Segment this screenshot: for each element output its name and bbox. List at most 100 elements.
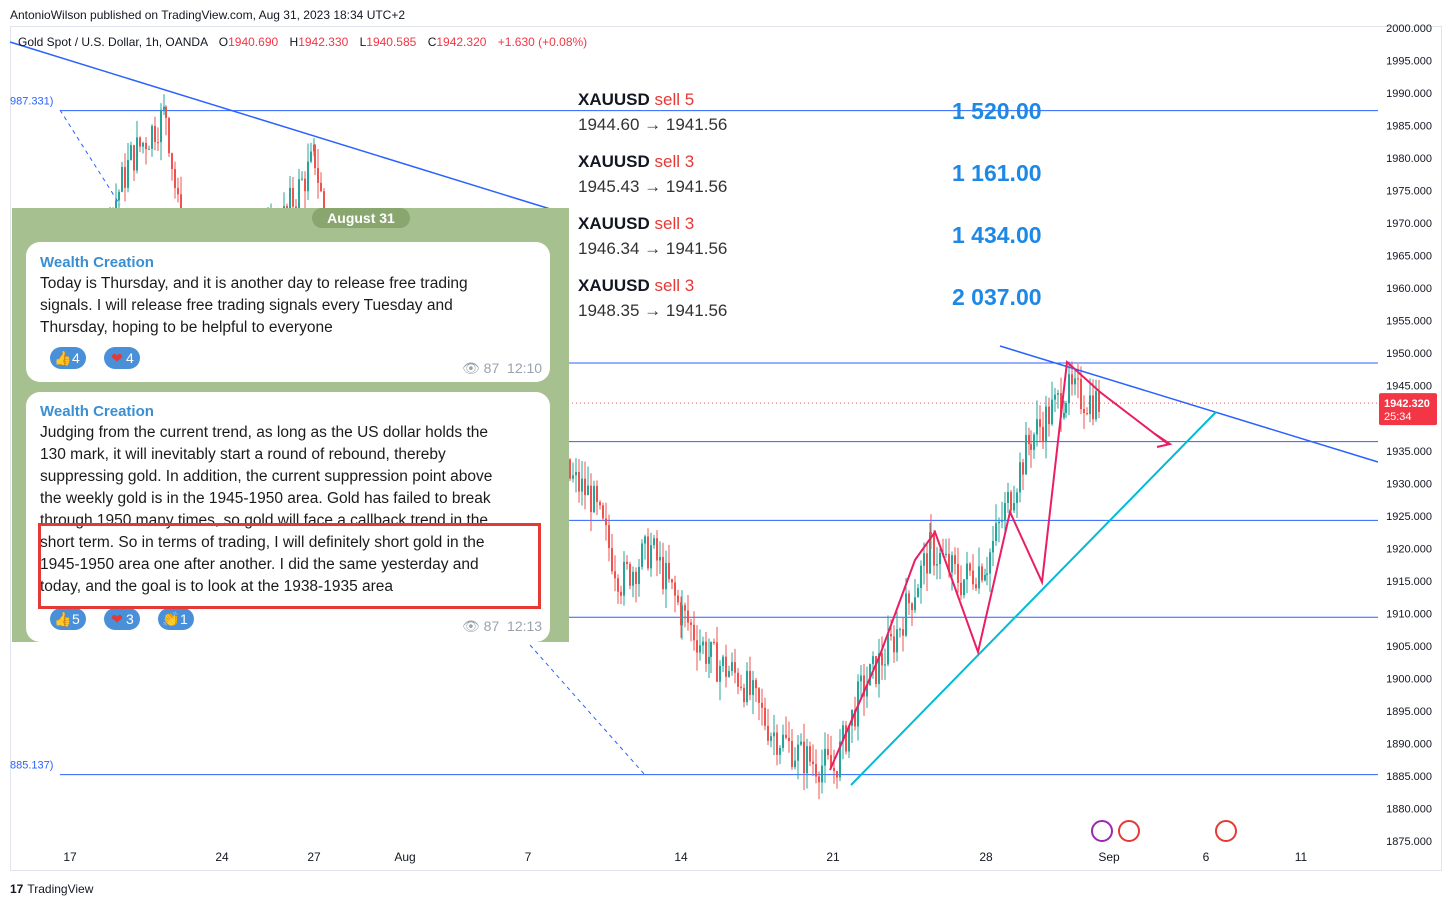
candle-body (788, 737, 790, 742)
us-flag-event-icon[interactable] (1215, 820, 1237, 842)
candle-body (728, 671, 730, 677)
candle-body (842, 725, 844, 742)
candle-body (699, 645, 701, 653)
candle-body (1007, 492, 1009, 503)
message-line: 130 mark, it will inevitably start a rou… (40, 446, 446, 463)
candle-body (936, 564, 938, 566)
candle-body (1025, 434, 1027, 475)
reaction-thumbs-up[interactable]: 👍5 (50, 608, 86, 630)
reaction-heart[interactable]: ❤ 3 (104, 608, 140, 630)
clap-icon: 👏 (162, 611, 180, 627)
candle-body (743, 687, 745, 703)
trade-profit: 2 037.00 (952, 284, 1042, 310)
trade-range: 1946.34 → 1941.56 (578, 239, 728, 258)
reaction-count: 4 (72, 350, 80, 366)
candle-body (142, 142, 144, 147)
candle-body (171, 153, 173, 169)
candle-body (163, 106, 165, 110)
ohlc-open-value: 1940.690 (228, 35, 279, 49)
candle-body (806, 746, 808, 774)
message-line: the weekly gold is in the 1945-1950 area… (40, 490, 491, 507)
reaction-clap[interactable]: 👏1 (158, 608, 194, 630)
candle-body (794, 760, 796, 768)
candle-body (1001, 520, 1003, 522)
candle-body (641, 543, 643, 567)
candle-body (764, 707, 766, 726)
trade-symbol: XAUUSD (578, 90, 650, 109)
candle-body (124, 167, 126, 188)
trade-action: sell 3 (654, 214, 695, 233)
x-tick-label: 11 (1295, 850, 1308, 864)
reaction-heart[interactable]: ❤ 4 (104, 347, 140, 369)
lightning-event-icon[interactable] (1091, 820, 1113, 842)
candle-body (995, 523, 997, 541)
candle-body (1048, 406, 1050, 425)
candle-body (737, 672, 739, 687)
message-sender[interactable]: Wealth Creation (40, 254, 154, 271)
message-sender[interactable]: Wealth Creation (40, 403, 154, 420)
candle-body (578, 472, 580, 492)
candle-body (875, 656, 877, 685)
candle-body (136, 137, 138, 171)
candle-body (584, 478, 586, 496)
candle-body (1039, 419, 1041, 427)
candle-body (740, 686, 742, 688)
us-flag-event-icon[interactable] (1118, 820, 1140, 842)
candle-body (969, 563, 971, 571)
candle-body (614, 571, 616, 579)
candle-body (770, 736, 772, 741)
symbol-name: Gold Spot / U.S. Dollar, 1h, OANDA (18, 35, 208, 49)
candle-body (587, 485, 589, 496)
candle-body (617, 578, 619, 592)
x-tick-label: Aug (394, 850, 415, 864)
fib-diagonal-top[interactable] (59, 109, 121, 206)
y-tick-label: 2000.000 (1386, 23, 1432, 35)
y-tick-label: 1920.000 (1386, 543, 1432, 555)
candle-body (779, 748, 781, 755)
fib-label-bottom: 885.137) (10, 760, 53, 772)
candle-body (1022, 462, 1024, 475)
candle-body (845, 725, 847, 752)
message-line: signals. I will release free trading sig… (40, 297, 453, 314)
candle-body (939, 553, 941, 565)
resistance-trendline[interactable] (9, 41, 561, 213)
trade-range: 1945.43 → 1941.56 (578, 177, 728, 196)
trade-action: sell 5 (654, 90, 695, 109)
candle-body (320, 182, 322, 192)
candle-body (690, 622, 692, 625)
y-tick-label: 1880.000 (1386, 803, 1432, 815)
candle-body (575, 472, 577, 476)
candle-body (755, 680, 757, 689)
candle-body (758, 688, 760, 703)
candle-body (752, 680, 754, 695)
candle-body (975, 584, 977, 589)
message-time: 12:13 (507, 618, 543, 634)
candle-body (593, 485, 595, 513)
candle-body (998, 521, 1000, 524)
message-bubble[interactable]: Wealth Creation Today is Thursday, and i… (26, 242, 550, 382)
candle-body (608, 525, 610, 549)
eye-icon: 👁 (462, 618, 480, 634)
reaction-count: 1 (180, 611, 188, 627)
message-meta: 👁 87 12:10 (462, 360, 542, 377)
eye-icon: 👁 (462, 360, 480, 376)
support-trendline[interactable] (850, 411, 1217, 786)
candle-body (599, 502, 601, 506)
candle-body (914, 597, 916, 611)
candle-body (815, 764, 817, 777)
candle-body (800, 741, 802, 745)
footer-brand[interactable]: 17 TradingView (10, 882, 93, 896)
candle-body (954, 555, 956, 565)
candle-body (848, 725, 850, 752)
fib-diagonal-bottom[interactable] (529, 644, 646, 776)
zigzag-pattern[interactable] (829, 359, 1169, 771)
candle-body (1051, 399, 1053, 425)
candle-body (151, 125, 153, 149)
y-tick-label: 1875.000 (1386, 836, 1432, 848)
reaction-thumbs-up[interactable]: 👍4 (50, 347, 86, 369)
y-tick-label: 1985.000 (1386, 121, 1432, 133)
arrow-head-icon (1154, 433, 1173, 448)
resistance-trendline-recent[interactable] (999, 345, 1379, 463)
candle-body (866, 685, 868, 697)
